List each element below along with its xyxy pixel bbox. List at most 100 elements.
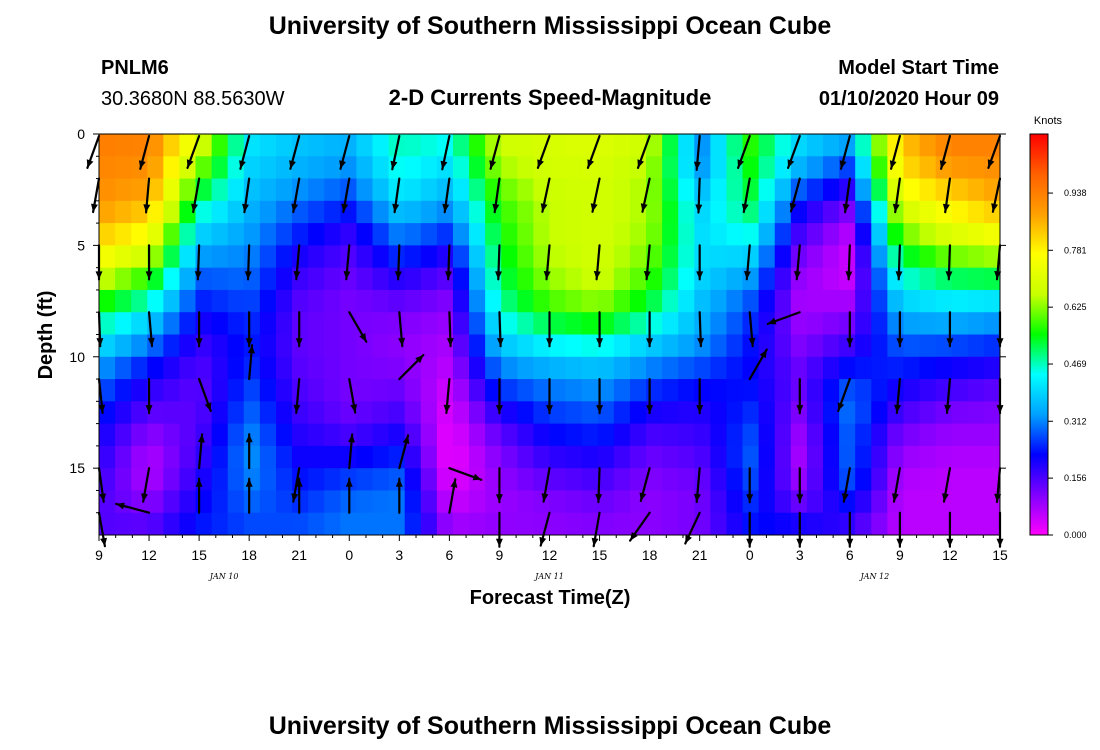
heatmap-cell <box>372 156 390 180</box>
heatmap-cell <box>726 512 744 535</box>
heatmap-cell <box>533 334 551 358</box>
heatmap-cell <box>903 312 921 336</box>
heatmap-cell <box>356 445 374 469</box>
heatmap-cell <box>501 223 518 246</box>
heatmap-cell <box>179 379 197 402</box>
heatmap-cell <box>742 379 760 402</box>
heatmap-cell <box>324 178 341 202</box>
heatmap-cell <box>517 200 535 224</box>
current-vector <box>895 244 903 281</box>
heatmap-cell <box>259 245 277 269</box>
heatmap-cell <box>485 468 502 492</box>
heatmap-cell <box>967 200 985 224</box>
current-vector <box>445 244 452 281</box>
heatmap-cell <box>163 423 181 447</box>
heatmap-cell <box>694 289 711 313</box>
heatmap-cell <box>613 334 631 358</box>
heatmap-cell <box>806 512 824 535</box>
heatmap-cell <box>99 200 116 224</box>
heatmap-cell <box>758 156 776 180</box>
heatmap-cell <box>99 134 116 157</box>
heatmap-cell <box>211 490 229 514</box>
heatmap-cell <box>774 468 792 492</box>
heatmap-cell <box>967 134 985 157</box>
heatmap-cell <box>919 245 937 269</box>
heatmap-cell <box>678 468 695 492</box>
heatmap-cell <box>903 334 921 358</box>
heatmap-cell <box>356 423 374 447</box>
current-vector <box>697 311 705 348</box>
heatmap-cell <box>710 468 728 492</box>
heatmap-cell <box>806 490 824 514</box>
heatmap-cell <box>179 178 197 202</box>
heatmap-cell <box>855 267 872 291</box>
heatmap-cell <box>195 156 213 180</box>
current-vector <box>97 467 107 503</box>
heatmap-cell <box>887 512 905 535</box>
heatmap-cell <box>292 401 309 425</box>
heatmap-cell <box>742 423 760 447</box>
heatmap-cell <box>967 445 985 469</box>
current-vector <box>191 177 201 214</box>
heatmap-cell <box>694 401 711 425</box>
heatmap-cell <box>163 245 181 269</box>
heatmap-cell <box>115 156 132 180</box>
heatmap-cell <box>871 289 888 313</box>
current-vector <box>86 134 101 169</box>
heatmap-cell <box>243 468 261 492</box>
heatmap-cell <box>919 468 937 492</box>
heatmap-cell <box>517 245 535 269</box>
heatmap-cell <box>887 356 905 380</box>
heatmap-cell <box>115 289 132 313</box>
heatmap-cell <box>420 445 438 469</box>
colorbar-unit: Knots <box>1034 115 1063 127</box>
heatmap-cell <box>259 423 277 447</box>
heatmap-cell <box>549 156 567 180</box>
x-tick-label: 15 <box>191 547 207 563</box>
heatmap-cell <box>855 245 872 269</box>
heatmap-cell <box>983 223 1000 246</box>
heatmap-cell <box>694 178 711 202</box>
heatmap-cell <box>452 223 470 246</box>
heatmap-cell <box>420 289 438 313</box>
heatmap-cell <box>452 334 470 358</box>
heatmap-cell <box>678 134 695 157</box>
heatmap-cell <box>903 490 921 514</box>
heatmap-cell <box>147 512 164 535</box>
heatmap-cell <box>613 445 631 469</box>
heatmap-cell <box>967 312 985 336</box>
heatmap-cell <box>887 490 905 514</box>
heatmap-cell <box>533 134 551 157</box>
heatmap-cell <box>774 267 792 291</box>
x-tick-label: 21 <box>291 547 307 563</box>
heatmap-cell <box>549 512 567 535</box>
heatmap-cell <box>436 445 454 469</box>
heatmap-cell <box>597 312 615 336</box>
current-vector <box>195 477 203 514</box>
x-date-label: JAN 10 <box>208 572 239 581</box>
heatmap-cell <box>308 379 325 402</box>
heatmap-cell <box>115 379 132 402</box>
heatmap-cell <box>758 267 776 291</box>
x-tick-label: 0 <box>746 547 754 563</box>
heatmap-cell <box>324 334 341 358</box>
heatmap-cell <box>372 178 390 202</box>
heatmap-cell <box>758 379 776 402</box>
heatmap-cell <box>742 134 760 157</box>
heatmap-cell <box>469 156 486 180</box>
heatmap-cell <box>565 289 583 313</box>
current-vector <box>186 134 201 169</box>
heatmap-cell <box>629 512 647 535</box>
heatmap-cell <box>356 267 374 291</box>
heatmap-cell <box>501 401 518 425</box>
heatmap-cell <box>211 356 229 380</box>
heatmap-cell <box>501 200 518 224</box>
heatmap-cell <box>324 200 341 224</box>
heatmap-cell <box>131 312 148 336</box>
heatmap-cell <box>388 468 406 492</box>
heatmap-cell <box>372 423 390 447</box>
current-vector <box>839 134 851 170</box>
heatmap-cell <box>887 267 905 291</box>
heatmap-cell <box>147 334 164 358</box>
heatmap-cell <box>823 490 840 514</box>
